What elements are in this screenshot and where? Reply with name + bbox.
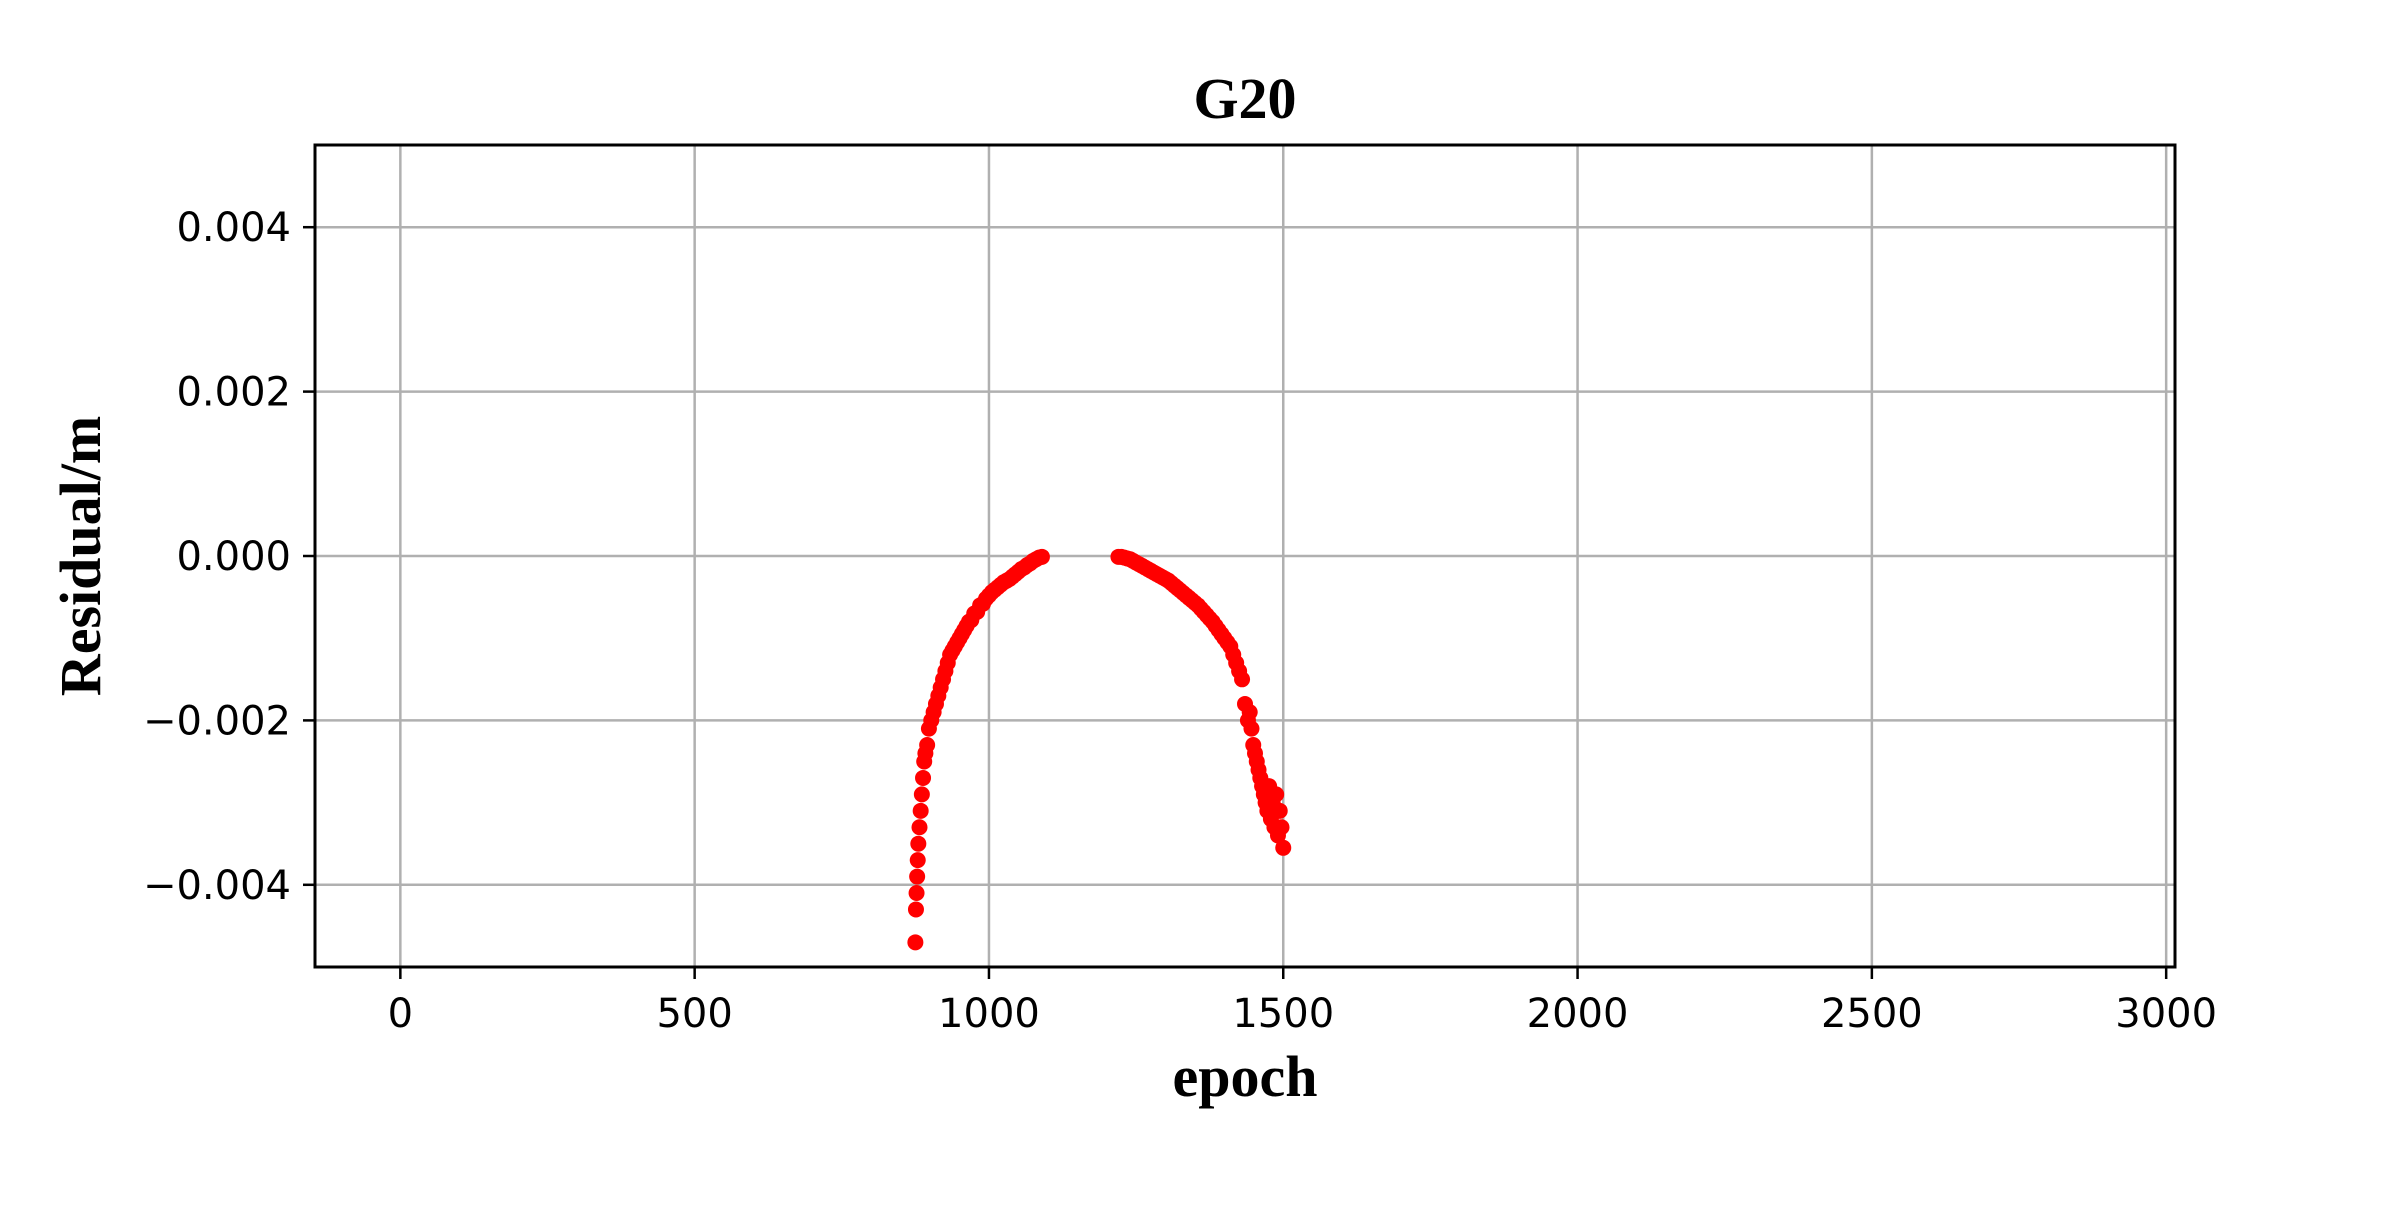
data-point [912,802,929,819]
x-tick-label: 3000 [2115,991,2217,1037]
data-point [908,885,925,902]
x-tick-label: 1500 [1232,991,1334,1037]
x-axis-title: epoch [1173,1044,1318,1109]
data-point [910,835,927,852]
data-point [909,852,926,869]
x-tick-label: 0 [388,991,413,1037]
x-tick-label: 2000 [1527,991,1629,1037]
y-tick-label: 0.004 [176,205,291,251]
y-tick-label: −0.002 [143,698,291,744]
data-point [1273,819,1290,836]
data-point [919,737,936,754]
data-point [907,901,924,918]
data-point [915,769,932,786]
data-point [1268,786,1285,803]
data-point [911,819,928,836]
data-point [1275,839,1292,856]
data-point [1241,704,1258,721]
tick-layer: 0 500 1000 1500 2000 2500 3000 0.004 0.002 0.000 −… [143,205,2217,1037]
y-tick-label: 0.000 [176,534,291,580]
data-point [913,786,930,803]
y-tick-label: −0.004 [143,863,291,909]
data-point [1243,720,1260,737]
x-tick-label: 1000 [938,991,1040,1037]
data-point [1234,671,1251,688]
x-tick-label: 2500 [1821,991,1923,1037]
data-point [1271,802,1288,819]
y-tick-label: 0.002 [176,370,291,416]
data-point [909,868,926,885]
points-layer [907,548,1292,951]
data-point [1033,548,1050,565]
data-point [907,934,924,951]
chart-title: G20 [1193,66,1296,131]
y-axis-title: Residual/m [48,416,113,696]
grid-layer [315,145,2175,967]
x-tick-label: 500 [656,991,732,1037]
